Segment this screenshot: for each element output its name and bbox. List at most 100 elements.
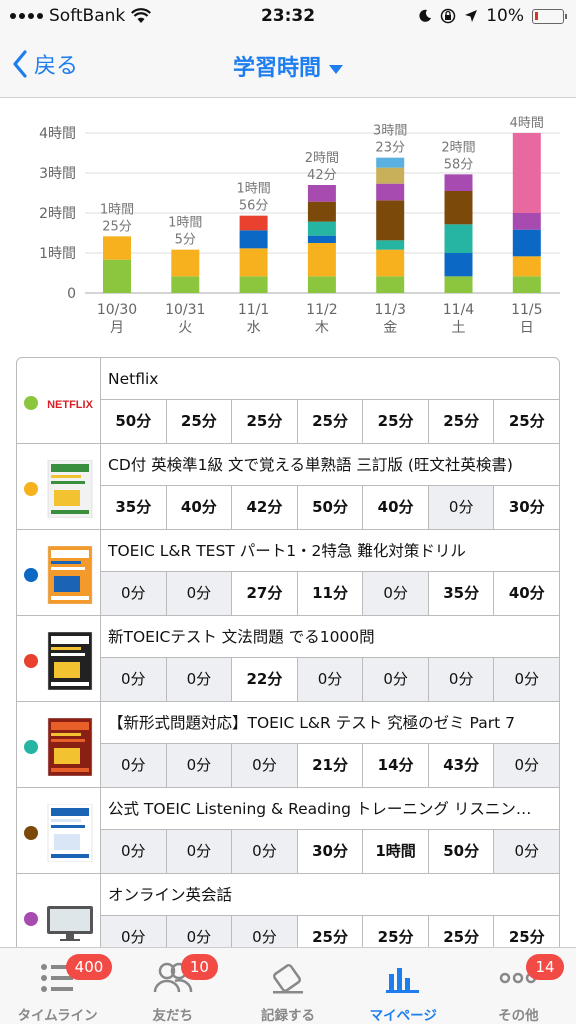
color-dot bbox=[24, 396, 38, 410]
bar-total-minutes: 25分 bbox=[102, 219, 132, 234]
daily-minutes-cell: 25分 bbox=[298, 400, 364, 443]
bar-segment bbox=[307, 235, 336, 243]
tab-label: 記録する bbox=[261, 1008, 315, 1024]
bar-total-hours: 3時間 bbox=[373, 124, 407, 139]
daily-minutes-row: 35分 40分 42分 50分 40分 0分 30分 bbox=[101, 486, 559, 529]
book-thumbnail bbox=[46, 545, 94, 605]
material-details: 公式 TOEIC Listening & Reading トレーニング リスニン… bbox=[101, 788, 559, 873]
daily-minutes-row: 0分 0分 27分 11分 0分 35分 40分 bbox=[101, 572, 559, 615]
material-table: NETFLIX Netflix 50分 25分 25分 25分 25分 25分 25分 CD付 英… bbox=[16, 357, 560, 961]
battery-percent: 10% bbox=[486, 6, 524, 26]
chevron-left-icon bbox=[13, 50, 27, 78]
material-row[interactable]: CD付 英検準1級 文で覚える単熟語 三訂版 (旺文社英検書) 35分 40分 42分… bbox=[17, 444, 559, 530]
tab-record[interactable]: 記録する bbox=[230, 948, 345, 1024]
book-thumbnail bbox=[46, 803, 94, 863]
bar-segment bbox=[376, 157, 405, 168]
material-title: CD付 英検準1級 文で覚える単熟語 三訂版 (旺文社英検書) bbox=[101, 444, 559, 486]
status-time: 23:32 bbox=[260, 6, 316, 26]
bar-segment bbox=[307, 185, 336, 202]
record-icon bbox=[271, 962, 305, 998]
daily-minutes-cell: 0分 bbox=[297, 658, 364, 701]
carrier-area: SoftBank bbox=[10, 6, 152, 26]
navigation-bar: 戻る 学習時間 bbox=[0, 34, 576, 98]
page-title: 学習時間 bbox=[232, 56, 321, 81]
material-title: Netflix bbox=[101, 358, 559, 400]
bar-total-hours: 4時間 bbox=[510, 116, 544, 131]
tab-friends[interactable]: 友だち 10 bbox=[115, 948, 230, 1024]
daily-minutes-cell: 0分 bbox=[363, 658, 429, 701]
material-thumbnail-cell bbox=[17, 530, 101, 615]
back-label: 戻る bbox=[34, 54, 79, 79]
material-row[interactable]: NETFLIX Netflix 50分 25分 25分 25分 25分 25分 25分 bbox=[17, 358, 559, 444]
tab-more[interactable]: その他 14 bbox=[461, 948, 576, 1024]
bar-segment bbox=[239, 230, 268, 249]
rotation-lock-icon bbox=[440, 8, 456, 24]
daily-minutes-cell: 35分 bbox=[101, 486, 167, 529]
tab-bar: タイムライン 400 友だち 10 記録する マイページ その他 14 bbox=[0, 947, 576, 1024]
material-thumbnail-cell bbox=[17, 444, 101, 529]
back-button[interactable]: 戻る bbox=[12, 48, 78, 80]
material-details: 【新形式問題対応】TOEIC L&R テスト 究極のゼミ Part 7 0分 0分 0… bbox=[101, 702, 559, 787]
daily-minutes-row: 0分 0分 0分 21分 14分 43分 0分 bbox=[101, 744, 559, 787]
daily-minutes-cell: 14分 bbox=[363, 744, 429, 787]
material-row[interactable]: 公式 TOEIC Listening & Reading トレーニング リスニン… bbox=[17, 788, 559, 874]
tab-timeline[interactable]: タイムライン 400 bbox=[0, 948, 115, 1024]
material-thumbnail-cell: NETFLIX bbox=[17, 358, 101, 443]
notification-badge: 14 bbox=[526, 954, 564, 980]
bar-total-minutes: 58分 bbox=[444, 157, 474, 172]
bar-segment bbox=[307, 276, 336, 293]
material-row[interactable]: 【新形式問題対応】TOEIC L&R テスト 究極のゼミ Part 7 0分 0分 0… bbox=[17, 702, 559, 788]
material-details: 新TOEICテスト 文法問題 でる1000問 0分 0分 22分 0分 0分 0分 0分 bbox=[101, 616, 559, 701]
timeline-icon bbox=[40, 962, 76, 998]
material-title: オンライン英会話 bbox=[101, 874, 559, 916]
material-thumbnail-cell bbox=[17, 702, 101, 787]
x-tick-date: 10/30 bbox=[97, 302, 137, 318]
daily-minutes-row: 50分 25分 25分 25分 25分 25分 25分 bbox=[101, 400, 559, 443]
daily-minutes-cell: 25分 bbox=[508, 412, 545, 430]
bar-segment bbox=[239, 248, 268, 277]
bar-total-hours: 1時間 bbox=[236, 182, 270, 197]
color-dot bbox=[24, 740, 38, 754]
x-tick-date: 11/5 bbox=[511, 302, 542, 318]
daily-minutes-cell: 0分 bbox=[166, 744, 233, 787]
bar-segment bbox=[444, 276, 473, 293]
daily-minutes-cell: 40分 bbox=[363, 486, 429, 529]
daily-minutes-cell: 0分 bbox=[166, 572, 233, 615]
daily-minutes-cell: 0分 bbox=[428, 486, 495, 529]
color-dot bbox=[24, 568, 38, 582]
x-tick-date: 11/4 bbox=[443, 302, 475, 318]
bar-total-hours: 1時間 bbox=[168, 216, 202, 231]
bar-segment bbox=[376, 167, 405, 184]
status-right: 10% bbox=[418, 6, 567, 26]
tab-mypage[interactable]: マイページ bbox=[346, 948, 461, 1024]
notification-badge: 400 bbox=[65, 954, 113, 980]
daily-minutes-cell: 0分 bbox=[232, 744, 298, 787]
y-tick-label: 4時間 bbox=[39, 126, 76, 142]
daily-minutes-cell: 25分 bbox=[429, 400, 495, 443]
color-dot bbox=[24, 654, 38, 668]
monitor-thumbnail bbox=[46, 890, 94, 948]
page-title-dropdown[interactable]: 学習時間 bbox=[0, 50, 576, 82]
svg-text:NETFLIX: NETFLIX bbox=[47, 399, 93, 411]
x-tick-date: 11/2 bbox=[306, 302, 337, 318]
daily-minutes-cell: 25分 bbox=[363, 916, 429, 959]
bar-segment bbox=[512, 133, 541, 213]
x-tick-date: 11/1 bbox=[238, 302, 269, 318]
daily-minutes-row: 0分 0分 0分 30分 1時間 50分 0分 bbox=[101, 830, 559, 873]
material-row[interactable]: 新TOEICテスト 文法問題 でる1000問 0分 0分 22分 0分 0分 0分 0分 bbox=[17, 616, 559, 702]
location-icon bbox=[465, 10, 478, 22]
daily-minutes-cell: 0分 bbox=[101, 830, 167, 873]
bar-segment bbox=[512, 213, 541, 230]
daily-minutes-cell: 40分 bbox=[167, 486, 233, 529]
daily-minutes-cell: 25分 bbox=[429, 916, 495, 959]
material-row[interactable]: TOEIC L&R TEST パート1・2特急 難化対策ドリル 0分 0分 27分 11… bbox=[17, 530, 559, 616]
material-details: Netflix 50分 25分 25分 25分 25分 25分 25分 bbox=[101, 358, 559, 443]
daily-minutes-cell: 0分 bbox=[166, 830, 233, 873]
daily-minutes-cell: 0分 bbox=[363, 572, 429, 615]
daily-minutes-cell: 43分 bbox=[429, 744, 495, 787]
daily-minutes-cell: 11分 bbox=[298, 572, 364, 615]
daily-minutes-cell: 30分 bbox=[298, 830, 364, 873]
bar-segment bbox=[376, 240, 405, 250]
tab-label: タイムライン bbox=[17, 1008, 98, 1024]
bar-segment bbox=[376, 183, 405, 201]
